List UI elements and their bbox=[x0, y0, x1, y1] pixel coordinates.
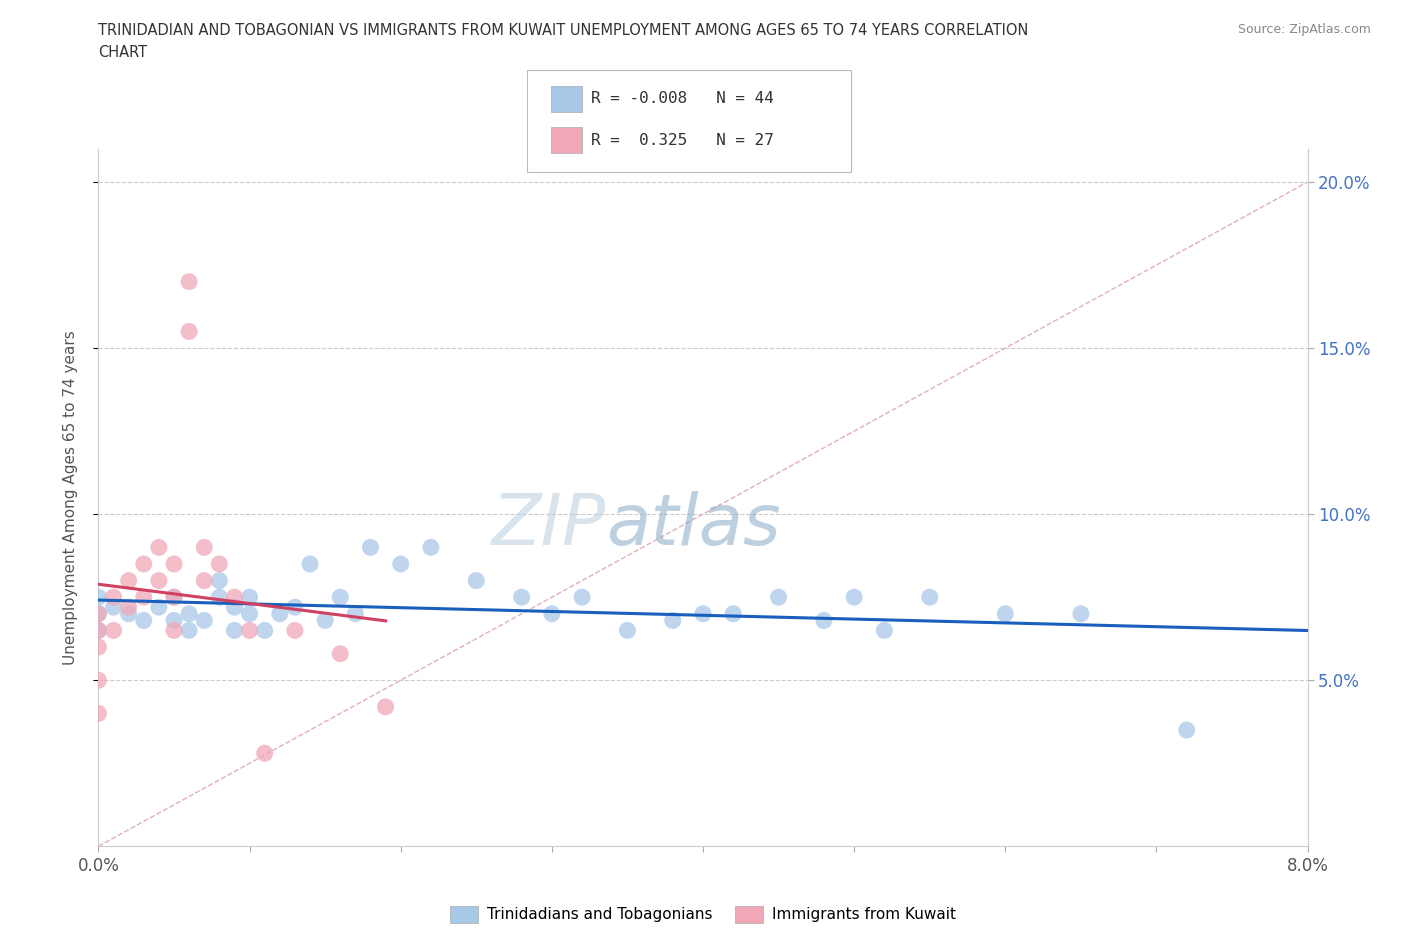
Point bbox=[87, 590, 110, 604]
Point bbox=[723, 606, 745, 621]
Text: ZIP: ZIP bbox=[492, 491, 606, 560]
Text: CHART: CHART bbox=[98, 45, 148, 60]
Point bbox=[662, 613, 685, 628]
Point bbox=[163, 613, 186, 628]
Point bbox=[118, 606, 141, 621]
Text: TRINIDADIAN AND TOBAGONIAN VS IMMIGRANTS FROM KUWAIT UNEMPLOYMENT AMONG AGES 65 : TRINIDADIAN AND TOBAGONIAN VS IMMIGRANTS… bbox=[98, 23, 1029, 38]
Point bbox=[616, 623, 638, 638]
Point bbox=[103, 623, 125, 638]
Point bbox=[284, 600, 307, 615]
Point bbox=[87, 672, 110, 687]
Point bbox=[193, 613, 215, 628]
Point bbox=[132, 556, 155, 571]
Text: R =  0.325   N = 27: R = 0.325 N = 27 bbox=[591, 133, 773, 148]
Point bbox=[87, 623, 110, 638]
Point bbox=[269, 606, 291, 621]
Point bbox=[329, 590, 352, 604]
Point bbox=[103, 600, 125, 615]
Point bbox=[420, 540, 443, 555]
Point bbox=[179, 623, 201, 638]
Text: Source: ZipAtlas.com: Source: ZipAtlas.com bbox=[1237, 23, 1371, 36]
Point bbox=[541, 606, 564, 621]
Point bbox=[208, 590, 231, 604]
Point bbox=[510, 590, 533, 604]
Point bbox=[314, 613, 336, 628]
Point bbox=[87, 623, 110, 638]
Point bbox=[329, 646, 352, 661]
Point bbox=[239, 590, 262, 604]
Point bbox=[179, 606, 201, 621]
Point bbox=[465, 573, 488, 588]
Point bbox=[918, 590, 941, 604]
Point bbox=[844, 590, 866, 604]
Point bbox=[299, 556, 322, 571]
Point bbox=[193, 573, 215, 588]
Point bbox=[163, 590, 186, 604]
Point bbox=[163, 590, 186, 604]
Point bbox=[118, 600, 141, 615]
Point bbox=[571, 590, 593, 604]
Point bbox=[284, 623, 307, 638]
Point bbox=[873, 623, 896, 638]
Point bbox=[208, 556, 231, 571]
Point bbox=[813, 613, 835, 628]
Text: R = -0.008   N = 44: R = -0.008 N = 44 bbox=[591, 91, 773, 106]
Text: atlas: atlas bbox=[606, 491, 780, 560]
Point bbox=[163, 623, 186, 638]
Point bbox=[193, 540, 215, 555]
Point bbox=[148, 573, 170, 588]
Point bbox=[132, 590, 155, 604]
Point bbox=[87, 640, 110, 655]
Point bbox=[118, 573, 141, 588]
Point bbox=[253, 623, 276, 638]
Point bbox=[148, 540, 170, 555]
Point bbox=[374, 699, 396, 714]
Point bbox=[253, 746, 276, 761]
Point bbox=[87, 706, 110, 721]
Point bbox=[994, 606, 1017, 621]
Point bbox=[692, 606, 714, 621]
Point bbox=[148, 600, 170, 615]
Legend: Trinidadians and Tobagonians, Immigrants from Kuwait: Trinidadians and Tobagonians, Immigrants… bbox=[444, 899, 962, 929]
Point bbox=[179, 274, 201, 289]
Point bbox=[360, 540, 382, 555]
Point bbox=[344, 606, 367, 621]
Point bbox=[224, 590, 246, 604]
Point bbox=[224, 600, 246, 615]
Point bbox=[163, 556, 186, 571]
Y-axis label: Unemployment Among Ages 65 to 74 years: Unemployment Among Ages 65 to 74 years bbox=[63, 330, 77, 665]
Point bbox=[132, 613, 155, 628]
Point bbox=[103, 590, 125, 604]
Point bbox=[1070, 606, 1092, 621]
Point bbox=[239, 606, 262, 621]
Point bbox=[87, 606, 110, 621]
Point bbox=[389, 556, 412, 571]
Point bbox=[224, 623, 246, 638]
Point bbox=[239, 623, 262, 638]
Point bbox=[768, 590, 790, 604]
Point bbox=[179, 324, 201, 339]
Point bbox=[87, 606, 110, 621]
Point bbox=[1175, 723, 1198, 737]
Point bbox=[208, 573, 231, 588]
